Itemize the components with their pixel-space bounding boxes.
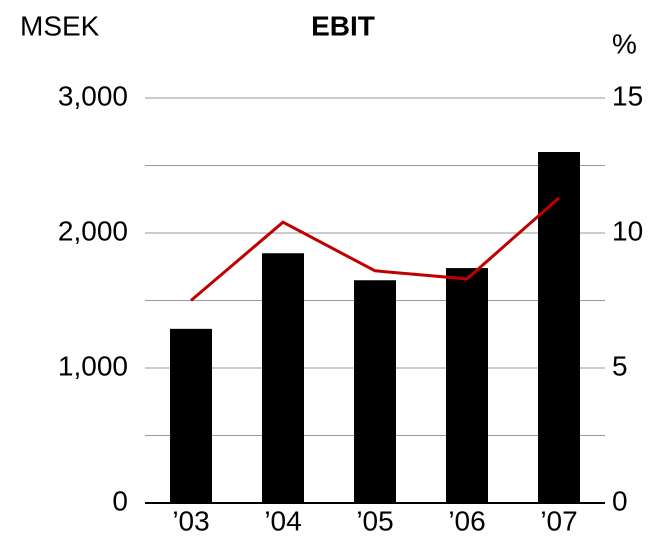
y2-tick-label: 5 [612, 350, 628, 381]
bar [538, 152, 580, 503]
bar [262, 253, 304, 503]
y-tick-label: 0 [112, 485, 128, 516]
bar [446, 268, 488, 503]
x-tick-label: ’04 [264, 505, 301, 536]
x-tick-label: ’07 [540, 505, 577, 536]
x-tick-label: ’05 [356, 505, 393, 536]
y-tick-label: 2,000 [58, 215, 128, 246]
y2-axis-label: % [612, 28, 637, 59]
y-axis-label: MSEK [20, 10, 100, 41]
y-tick-label: 1,000 [58, 350, 128, 381]
y2-tick-label: 10 [612, 215, 643, 246]
x-tick-label: ’06 [448, 505, 485, 536]
y2-tick-label: 15 [612, 80, 643, 111]
chart-title: EBIT [311, 10, 375, 41]
bar [170, 328, 212, 503]
y-tick-label: 3,000 [58, 80, 128, 111]
x-tick-label: ’03 [172, 505, 209, 536]
line [190, 196, 560, 302]
y2-tick-label: 0 [612, 485, 628, 516]
bar [354, 280, 396, 503]
